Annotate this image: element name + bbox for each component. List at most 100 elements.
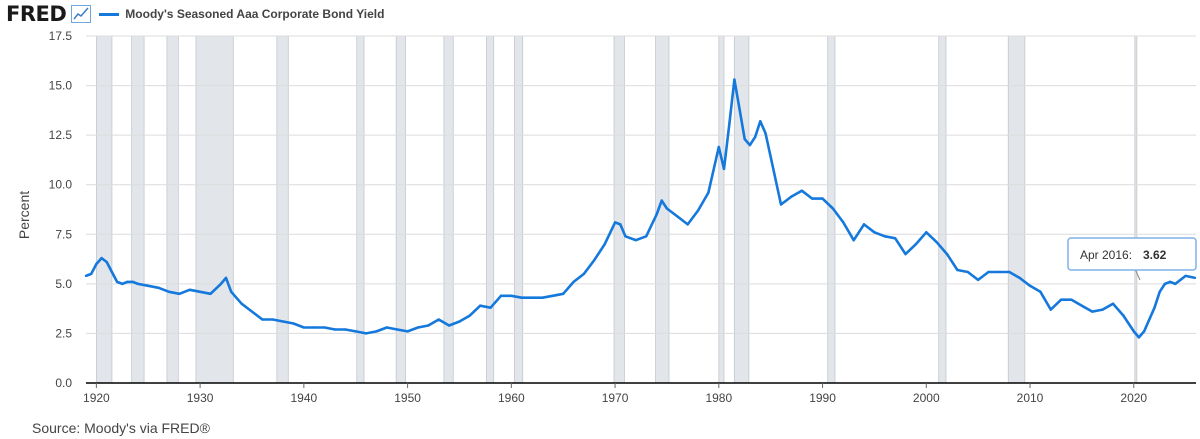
x-axis-ticks: 1920 1930 1940 1950 1960 1970 1980 1990 2000 2010… <box>83 383 1147 405</box>
data-point <box>178 292 181 295</box>
data-point <box>271 318 274 321</box>
data-point <box>230 290 233 293</box>
data-point <box>147 284 150 288</box>
data-point <box>510 294 513 297</box>
data-point <box>727 124 731 127</box>
data-point <box>84 274 88 278</box>
data-point <box>987 270 990 274</box>
y-tick-label: 15.0 <box>49 79 73 93</box>
data-point <box>956 268 959 272</box>
x-tick-label: 2020 <box>1120 391 1147 405</box>
x-tick-label: 1960 <box>498 391 525 405</box>
data-point <box>1137 336 1141 339</box>
recession-band <box>276 35 289 384</box>
data-point <box>121 282 124 286</box>
data-point <box>167 290 171 293</box>
data-point <box>1168 280 1172 284</box>
data-point <box>873 231 876 234</box>
data-point <box>764 131 767 135</box>
data-point <box>385 326 389 329</box>
hover-tooltip: Apr 2016: 3.62 <box>1067 237 1197 281</box>
y-tick-label: 7.5 <box>55 227 72 241</box>
data-point <box>188 288 191 292</box>
recession-band <box>613 35 625 384</box>
data-point <box>748 143 752 147</box>
y-tick-label: 10.0 <box>49 178 73 192</box>
data-point <box>333 328 337 331</box>
x-tick-label: 1950 <box>394 391 421 405</box>
data-point <box>416 326 420 329</box>
data-point <box>722 167 726 171</box>
data-point <box>499 294 503 297</box>
recession-band <box>486 35 495 384</box>
source-note: Source: Moody's via FRED® <box>32 420 210 436</box>
data-point <box>1059 298 1063 301</box>
data-point <box>810 197 814 200</box>
data-point <box>427 324 430 327</box>
data-point <box>551 294 555 297</box>
data-point <box>406 330 409 333</box>
data-point <box>935 241 938 244</box>
data-point <box>1142 330 1146 333</box>
series-line[interactable] <box>85 78 1196 339</box>
data-point <box>582 272 586 276</box>
y-tick-label: 17.5 <box>49 29 73 43</box>
recession-band <box>1007 35 1026 384</box>
data-point <box>261 318 264 321</box>
chart-header: FRED Moody's Seasoned Aaa Corporate Bond… <box>6 2 384 26</box>
fred-logo[interactable]: FRED <box>6 2 67 26</box>
recession-band <box>95 35 113 384</box>
y-tick-label: 2.5 <box>55 326 72 340</box>
data-point <box>1028 284 1032 288</box>
data-point <box>489 306 492 309</box>
data-point <box>1080 304 1084 307</box>
data-point <box>800 189 803 192</box>
data-point <box>313 326 316 329</box>
y-tick-label: 5.0 <box>55 277 72 291</box>
data-point <box>676 215 679 218</box>
recession-band <box>938 35 947 384</box>
data-point <box>110 270 114 274</box>
data-point <box>686 223 689 226</box>
recession-band <box>443 35 454 384</box>
data-point <box>281 320 285 323</box>
data-point <box>100 256 103 260</box>
data-point <box>437 318 440 321</box>
data-point <box>131 280 134 284</box>
data-point <box>240 302 243 305</box>
data-point <box>769 155 772 159</box>
data-point <box>198 290 202 293</box>
data-point <box>914 243 918 246</box>
data-point <box>893 237 897 240</box>
data-point <box>945 252 949 256</box>
data-point <box>707 191 710 194</box>
data-point <box>738 108 741 111</box>
series-group <box>84 78 1197 339</box>
x-tick-label: 1980 <box>705 391 732 405</box>
y-axis-label: Percent <box>16 191 32 239</box>
data-point <box>624 235 627 238</box>
data-point <box>224 276 228 280</box>
data-point <box>619 223 622 226</box>
data-point <box>821 197 824 200</box>
data-point <box>302 326 306 329</box>
data-point <box>696 209 700 212</box>
legend-swatch <box>99 12 120 16</box>
data-point <box>779 203 783 206</box>
data-point <box>1091 310 1094 313</box>
data-point <box>89 272 93 276</box>
data-point <box>613 221 617 224</box>
y-axis-ticks: 0.0 2.5 5.0 7.5 10.0 12.5 15.0 17.5 <box>49 29 73 390</box>
tooltip-box <box>1067 237 1197 271</box>
data-point <box>1174 282 1177 286</box>
data-point <box>660 199 663 202</box>
data-point <box>753 135 757 139</box>
data-point <box>1193 276 1197 280</box>
data-point <box>759 120 762 123</box>
data-point <box>976 278 980 282</box>
data-point <box>561 292 565 295</box>
data-point <box>1101 308 1104 311</box>
data-point <box>966 270 969 274</box>
data-point <box>479 304 482 307</box>
